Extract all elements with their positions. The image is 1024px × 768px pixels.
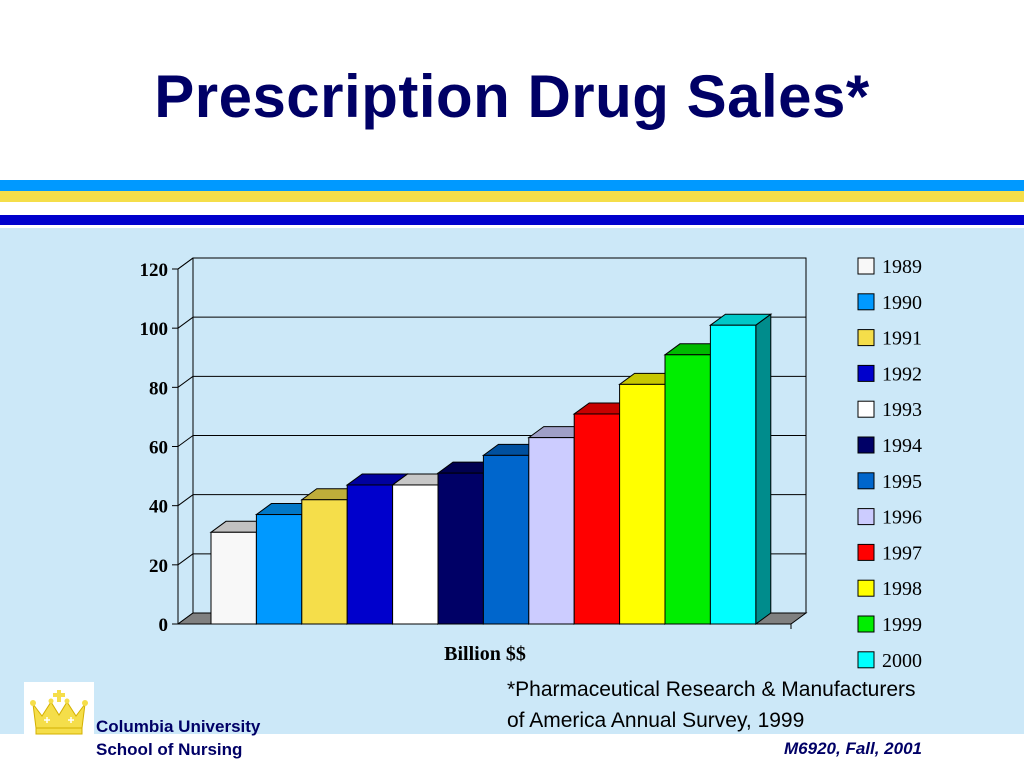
bar-front-2000 <box>709 324 757 625</box>
legend-label-1995: 1995 <box>882 471 922 493</box>
x-axis-label: Billion $$ <box>444 643 526 665</box>
school-line-university: Columbia University <box>96 717 261 736</box>
legend-swatch-1989 <box>857 257 875 275</box>
legend-label-2000: 2000 <box>882 650 922 672</box>
legend-swatch-1994 <box>857 436 875 454</box>
y-tick-label: 120 <box>140 260 169 281</box>
y-tick-label: 0 <box>159 615 169 636</box>
crown-icon <box>24 682 94 738</box>
bar-front-1995 <box>482 454 530 625</box>
legend-swatch-1999 <box>857 615 875 633</box>
bar-front-1999 <box>664 354 711 625</box>
legend-label-1999: 1999 <box>882 614 922 636</box>
legend-label-1989: 1989 <box>882 256 922 278</box>
legend-swatch-1997 <box>857 543 875 561</box>
gridline-depth <box>177 553 194 566</box>
bar-front-1994 <box>437 472 484 625</box>
school-name: Columbia University School of Nursing <box>96 715 260 761</box>
bar-front-1997 <box>573 413 621 625</box>
bar-front-1991 <box>301 499 348 625</box>
header-stripe-blue <box>0 180 1024 191</box>
gridline-depth <box>177 435 194 447</box>
bar-front-1998 <box>619 383 666 625</box>
header-stripe-yellow <box>0 191 1024 202</box>
legend-swatch-1991 <box>857 329 875 347</box>
header-stripe-navy <box>0 215 1024 225</box>
legend-label-1990: 1990 <box>882 292 922 314</box>
legend-label-1996: 1996 <box>882 507 922 529</box>
legend-swatch-1998 <box>857 579 875 597</box>
chart-plot-area: 0 20 40 60 80 100 120 <box>140 257 808 636</box>
school-line-nursing: School of Nursing <box>96 740 243 759</box>
legend-label-1991: 1991 <box>882 328 922 350</box>
columbia-crown-logo <box>24 682 94 738</box>
bar-front-1993 <box>392 484 439 625</box>
legend-label-1997: 1997 <box>882 542 922 564</box>
bar-2000 <box>708 313 773 625</box>
legend-label-1992: 1992 <box>882 363 922 385</box>
footer-band <box>0 734 1024 768</box>
legend-swatch-1996 <box>857 508 875 526</box>
legend-label-1993: 1993 <box>882 399 922 421</box>
legend-swatch-1992 <box>857 364 875 382</box>
footnote-line-1: *Pharmaceutical Research & Manufacturers <box>507 678 916 701</box>
bar-front-1996 <box>528 437 575 625</box>
legend-label-1994: 1994 <box>882 435 922 457</box>
y-tick-label: 40 <box>149 497 168 518</box>
source-footnote: *Pharmaceutical Research & Manufacturers… <box>507 674 916 736</box>
bar-front-1992 <box>346 484 394 625</box>
gridline-depth <box>177 494 194 507</box>
footnote-line-2: of America Annual Survey, 1999 <box>507 709 805 732</box>
gridline-depth <box>177 257 194 270</box>
chart-legend: 1989 1990 1991 1992 1993 1994 1995 1996 1997 1998… <box>857 256 922 672</box>
slide-title: Prescription Drug Sales* <box>154 63 870 130</box>
legend-swatch-1990 <box>857 293 875 311</box>
legend-swatch-2000 <box>857 651 875 669</box>
y-tick-label: 100 <box>140 319 169 340</box>
bar-front-1989 <box>210 531 257 625</box>
y-tick-label: 80 <box>149 378 168 399</box>
y-tick-label: 60 <box>149 438 168 459</box>
gridline-depth <box>177 375 194 388</box>
legend-label-1998: 1998 <box>882 578 922 600</box>
course-label: M6920, Fall, 2001 <box>784 739 922 758</box>
y-tick-label: 20 <box>149 556 168 577</box>
gridline-depth <box>177 316 194 329</box>
legend-swatch-1995 <box>857 472 875 490</box>
bar-side-2000 <box>755 313 772 625</box>
legend-swatch-1993 <box>857 400 875 418</box>
bar-front-1990 <box>255 514 303 625</box>
